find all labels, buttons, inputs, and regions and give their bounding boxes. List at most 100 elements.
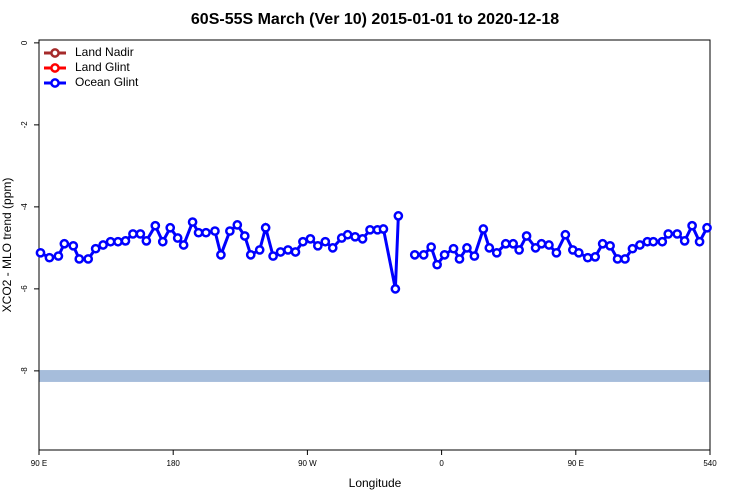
data-point	[90, 243, 101, 254]
data-point	[590, 252, 601, 262]
data-point	[469, 251, 480, 261]
data-point	[605, 240, 615, 251]
data-point	[275, 247, 286, 257]
data-point	[418, 249, 429, 260]
data-point	[491, 247, 502, 258]
data-point	[68, 240, 79, 251]
x-tick-label: 180	[167, 459, 181, 468]
data-point	[201, 227, 211, 238]
data-point	[478, 224, 489, 234]
data-point	[521, 231, 532, 241]
data-point	[612, 254, 623, 264]
data-point	[113, 236, 123, 247]
data-point	[454, 254, 465, 264]
data-point	[448, 243, 459, 254]
data-point	[439, 249, 450, 260]
data-point	[53, 251, 64, 261]
data-point	[687, 220, 697, 231]
data-point	[120, 236, 131, 246]
data-point	[390, 284, 401, 294]
data-point	[648, 236, 659, 247]
data-point	[254, 245, 265, 255]
data-point	[500, 238, 511, 249]
data-point	[312, 240, 323, 251]
band	[39, 370, 710, 382]
data-point	[702, 222, 712, 233]
x-tick-label: 540	[703, 459, 717, 468]
data-point	[172, 233, 183, 243]
y-tick-label: -4	[20, 203, 29, 211]
legend-label: Land Nadir	[75, 45, 134, 59]
data-point	[409, 249, 420, 260]
y-tick-label: -8	[20, 367, 29, 375]
data-point	[350, 231, 360, 242]
data-point	[342, 229, 353, 240]
data-point	[298, 236, 308, 247]
x-axis-label: Longitude	[349, 476, 402, 490]
x-tick-label: 90 E	[568, 459, 584, 468]
data-point	[672, 229, 683, 239]
data-point	[357, 234, 368, 244]
data-point	[141, 236, 152, 246]
data-point	[536, 238, 547, 249]
data-point	[551, 247, 562, 258]
data-point	[105, 236, 116, 247]
data-point	[327, 243, 338, 253]
data-point	[283, 245, 293, 255]
data-point	[597, 238, 608, 249]
data-point	[268, 251, 278, 261]
x-tick-label: 0	[439, 459, 444, 468]
data-point	[560, 229, 571, 240]
data-point	[216, 249, 226, 260]
data-point	[150, 220, 161, 231]
data-point	[508, 238, 519, 249]
data-point	[365, 224, 375, 235]
data-point	[165, 222, 176, 233]
data-point	[239, 231, 250, 241]
data-point	[582, 252, 593, 263]
data-point	[193, 227, 204, 238]
data-point	[627, 243, 638, 254]
data-point	[59, 238, 70, 249]
data-point	[635, 240, 645, 250]
data-point	[98, 240, 108, 250]
data-point	[679, 236, 690, 246]
y-tick-label: -2	[20, 121, 29, 129]
data-point	[657, 236, 668, 247]
data-point	[260, 222, 271, 233]
legend-marker	[50, 63, 60, 73]
data-point	[157, 236, 168, 247]
data-point	[290, 247, 301, 257]
y-tick-label: 0	[20, 40, 29, 45]
data-point	[44, 252, 55, 263]
data-point	[663, 229, 674, 239]
data-point	[514, 245, 524, 255]
x-tick-label: 90 W	[298, 459, 317, 468]
data-point	[544, 240, 554, 250]
data-point	[320, 236, 331, 247]
chart-title: 60S-55S March (Ver 10) 2015-01-01 to 202…	[191, 11, 559, 28]
data-point	[187, 217, 198, 227]
data-point	[694, 236, 705, 247]
plot-frame	[38, 39, 711, 451]
data-point	[210, 226, 220, 236]
legend-label: Land Glint	[75, 60, 130, 74]
data-point	[35, 247, 46, 258]
data-point	[432, 259, 442, 270]
data-point	[462, 243, 472, 253]
legend-marker	[50, 78, 60, 88]
data-point	[74, 254, 85, 264]
data-point	[426, 242, 437, 252]
data-point	[128, 229, 138, 239]
data-point	[232, 220, 243, 230]
legend-label: Ocean Glint	[75, 75, 139, 89]
data-point	[393, 211, 404, 221]
data-point	[245, 249, 256, 260]
data-point	[484, 243, 495, 253]
data-point	[225, 226, 235, 236]
data-point	[178, 240, 189, 250]
data-point	[83, 254, 94, 264]
legend-marker	[50, 48, 60, 58]
data-point	[135, 229, 146, 239]
